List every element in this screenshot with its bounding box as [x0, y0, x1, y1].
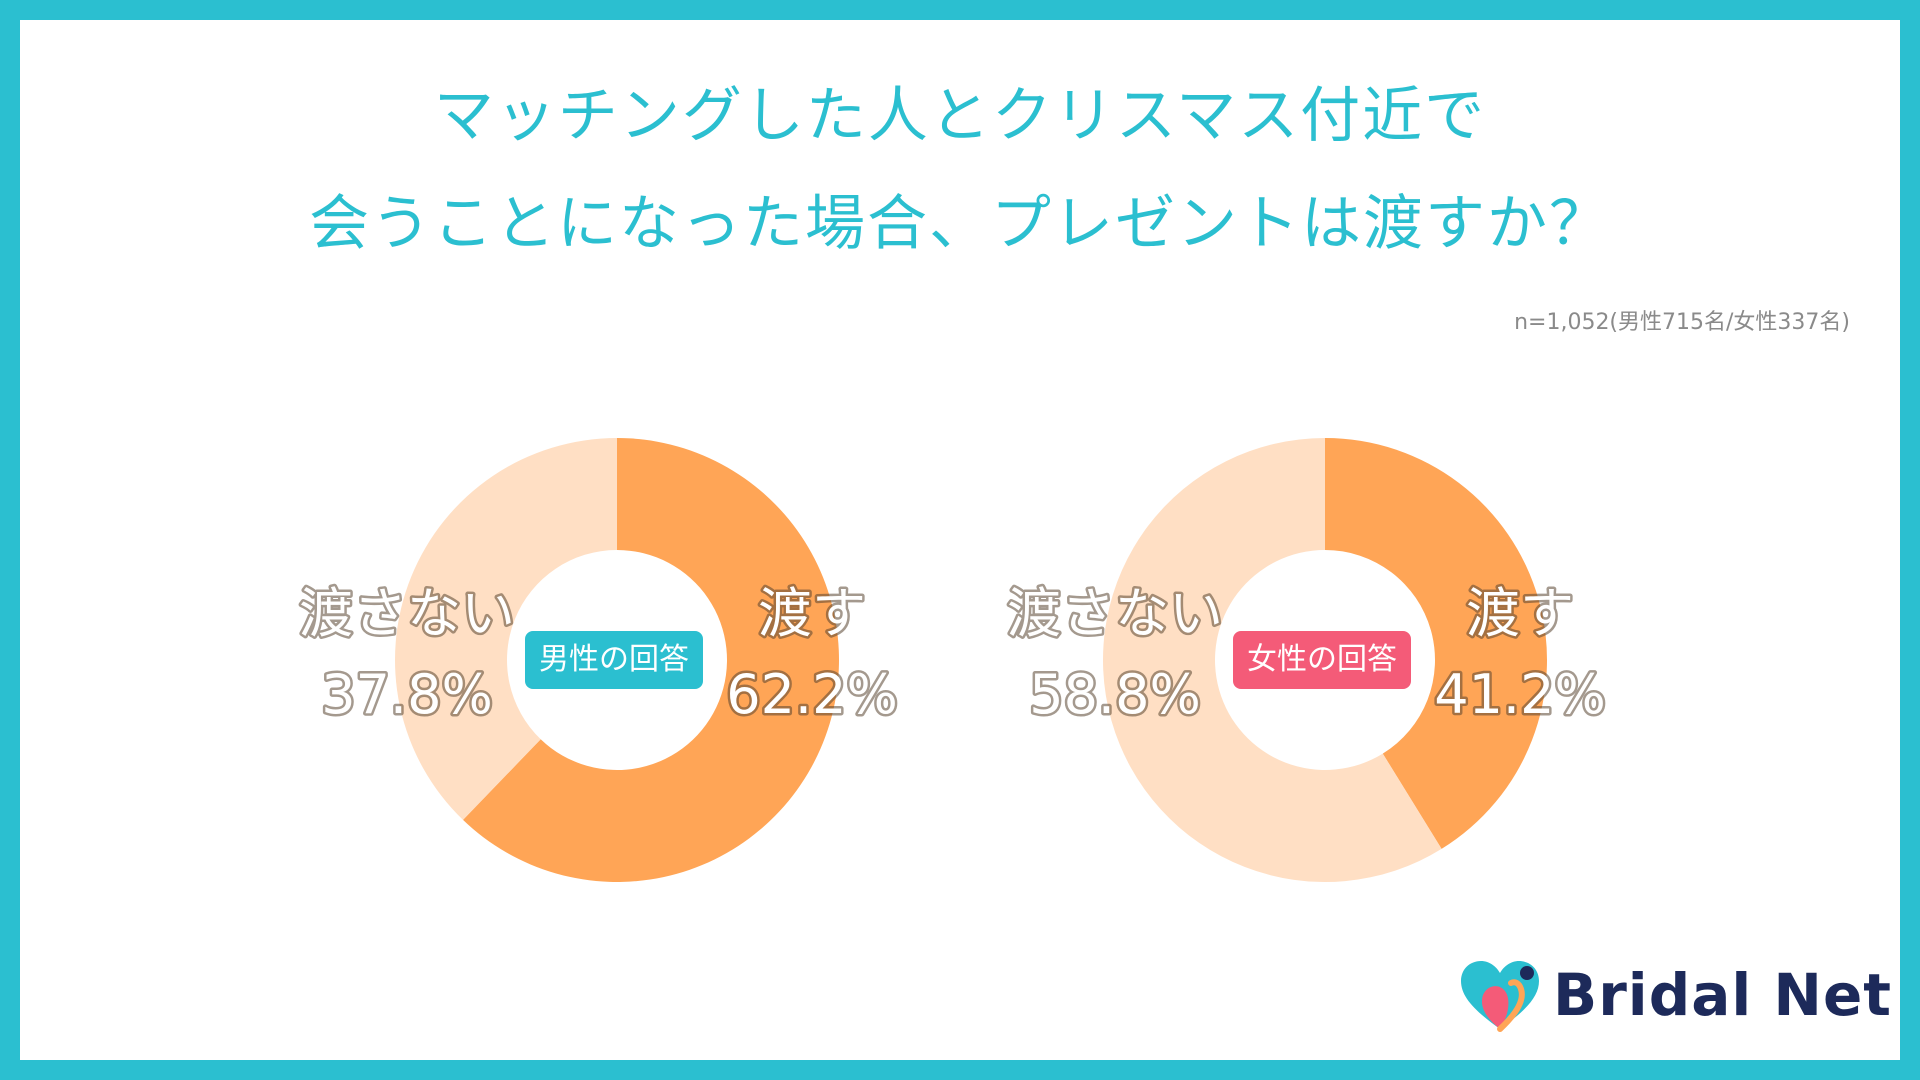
chart-1-category-label-0: 渡す [1466, 582, 1574, 645]
chart-0-slice-0 [463, 438, 839, 882]
chart-0-slice-1 [395, 438, 617, 820]
chart-0-value-label-1: 37.8% [321, 663, 493, 726]
chart-1-value-label-1: 58.8% [1029, 663, 1201, 726]
logo-text: Bridal Net [1553, 961, 1893, 1029]
chart-0-value-label-0: 62.2% [726, 663, 898, 726]
heart-logo-icon [1461, 961, 1539, 1032]
chart-1-slice-1 [1103, 438, 1442, 882]
sample-size-note: n=1,052(男性715名/女性337名) [1514, 310, 1850, 335]
title-line-1: マッチングした人とクリスマス付近で [433, 81, 1487, 151]
title-line-2: 会うことになった場合、プレゼントは渡すか？ [309, 189, 1611, 259]
chart-0-category-label-0: 渡す [758, 582, 866, 645]
chart-0-category-label-1: 渡さない [299, 582, 515, 645]
chart-1-value-label-0: 41.2% [1434, 663, 1606, 726]
chart-1-slice-0 [1325, 438, 1547, 849]
chart-frame [20, 20, 1900, 1060]
male-badge: 男性の回答 [525, 631, 703, 689]
chart-1-category-label-1: 渡さない [1007, 582, 1223, 645]
female-badge: 女性の回答 [1233, 631, 1411, 689]
chart-title: マッチングした人とクリスマス付近で 会うことになった場合、プレゼントは渡すか？ [0, 62, 1920, 278]
